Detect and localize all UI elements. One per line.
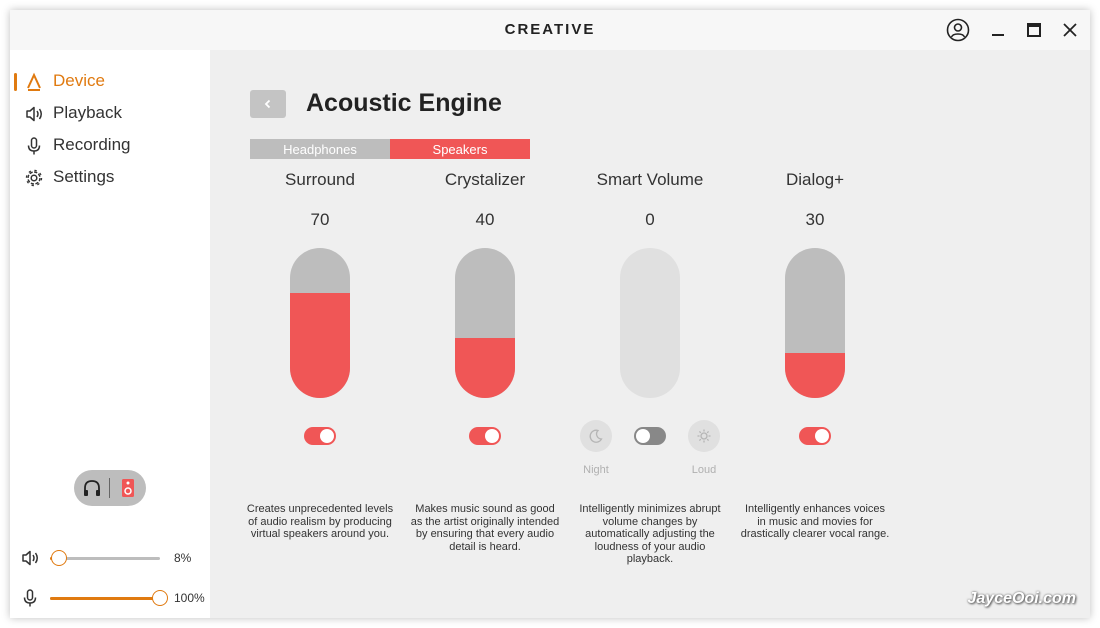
speaker-icon — [22, 550, 38, 566]
sidebar-item-label: Device — [53, 71, 105, 90]
effect-surround: Surround 70 Creates unprecedented levels… — [235, 170, 405, 570]
effect-value: 40 — [475, 210, 495, 229]
mic-volume-thumb[interactable] — [152, 590, 168, 606]
effect-value: 30 — [805, 210, 825, 229]
title-bar: CREATIVE — [10, 10, 1090, 50]
active-indicator — [14, 73, 17, 91]
effect-value: 0 — [645, 210, 655, 229]
maximize-icon — [1027, 23, 1041, 37]
back-button[interactable] — [250, 90, 286, 118]
sidebar-item-device[interactable]: Device — [10, 68, 210, 96]
smart-volume-toggle[interactable] — [634, 427, 666, 445]
mic-volume-slider[interactable] — [50, 590, 168, 606]
effect-name: Surround — [285, 170, 355, 189]
close-icon — [1063, 23, 1077, 37]
tab-speakers[interactable]: Speakers — [390, 139, 530, 159]
watermark: JayceOoi.com — [967, 590, 1077, 607]
mic-volume-fill — [50, 597, 160, 600]
sidebar-item-label: Playback — [53, 103, 122, 122]
toggle-knob — [636, 429, 650, 443]
close-button[interactable] — [1057, 17, 1083, 43]
loud-burst-icon — [697, 429, 711, 443]
sidebar: Device Playback Recording Set — [10, 50, 210, 618]
effect-description: Intelligently enhances voices in music a… — [740, 503, 890, 540]
speaker-volume-slider[interactable] — [50, 550, 160, 566]
smart-volume-slider[interactable] — [620, 248, 680, 398]
effect-dialog-plus: Dialog+ 30 Intelligently enhances voices… — [730, 170, 900, 570]
effect-value: 70 — [310, 210, 330, 229]
microphone-icon — [27, 137, 41, 155]
effect-name: Crystalizer — [444, 170, 526, 189]
effect-description: Makes music sound as good as the artist … — [410, 503, 560, 553]
effect-description: Creates unprecedented levels of audio re… — [246, 503, 394, 540]
toggle-knob — [815, 429, 829, 443]
effect-name: Dialog+ — [785, 170, 845, 189]
moon-icon — [589, 429, 603, 443]
dialog-plus-slider-fill — [785, 353, 845, 398]
account-button[interactable] — [945, 17, 971, 43]
speaker-output-button[interactable] — [110, 470, 146, 506]
effect-crystalizer: Crystalizer 40 Makes music sound as good… — [400, 170, 570, 570]
crystalizer-toggle[interactable] — [469, 427, 501, 445]
sidebar-item-label: Recording — [53, 135, 131, 154]
loud-mode-button[interactable] — [688, 420, 720, 452]
page-title: Acoustic Engine — [306, 89, 502, 117]
surround-toggle[interactable] — [304, 427, 336, 445]
surround-slider-fill — [290, 293, 350, 398]
creative-logo-icon — [27, 72, 41, 91]
surround-slider[interactable] — [290, 248, 350, 398]
mic-volume-value: 100% — [174, 591, 205, 605]
effect-name: Smart Volume — [596, 170, 704, 189]
effect-smart-volume: Smart Volume 0 Night Loud Intelligently … — [565, 170, 735, 570]
output-switch — [74, 470, 146, 506]
crystalizer-slider-fill — [455, 338, 515, 398]
sidebar-item-recording[interactable]: Recording — [10, 132, 210, 160]
speaker-icon — [26, 106, 42, 122]
mic-volume-row: 100% — [10, 586, 210, 610]
gear-icon — [25, 169, 43, 187]
speaker-volume-thumb[interactable] — [50, 550, 67, 566]
device-tabs: Headphones Speakers — [250, 139, 530, 159]
speaker-volume-row: 8% — [10, 546, 210, 570]
sidebar-item-label: Settings — [53, 167, 115, 186]
user-icon — [946, 18, 970, 42]
toggle-knob — [485, 429, 499, 443]
sidebar-item-settings[interactable]: Settings — [10, 164, 210, 192]
sidebar-item-playback[interactable]: Playback — [10, 100, 210, 128]
toggle-knob — [320, 429, 334, 443]
effect-description: Intelligently minimizes abrupt volume ch… — [579, 503, 721, 565]
minimize-button[interactable] — [985, 17, 1011, 43]
dialog-plus-slider[interactable] — [785, 248, 845, 398]
speaker-box-icon — [122, 479, 134, 497]
chevron-left-icon — [264, 99, 271, 109]
crystalizer-slider[interactable] — [455, 248, 515, 398]
switch-divider — [109, 478, 110, 498]
app-window: CREATIVE — [10, 10, 1090, 618]
headphones-icon — [84, 480, 100, 496]
tab-headphones[interactable]: Headphones — [250, 139, 390, 159]
speaker-volume-value: 8% — [174, 551, 192, 565]
night-mode-button[interactable] — [580, 420, 612, 452]
loud-mode-label: Loud — [691, 464, 717, 476]
creative-logo: CREATIVE — [504, 21, 596, 38]
microphone-icon — [23, 589, 37, 607]
maximize-button[interactable] — [1021, 17, 1047, 43]
minimize-icon — [992, 34, 1004, 36]
dialog-plus-toggle[interactable] — [799, 427, 831, 445]
night-mode-label: Night — [583, 464, 609, 476]
headphones-output-button[interactable] — [74, 470, 110, 506]
